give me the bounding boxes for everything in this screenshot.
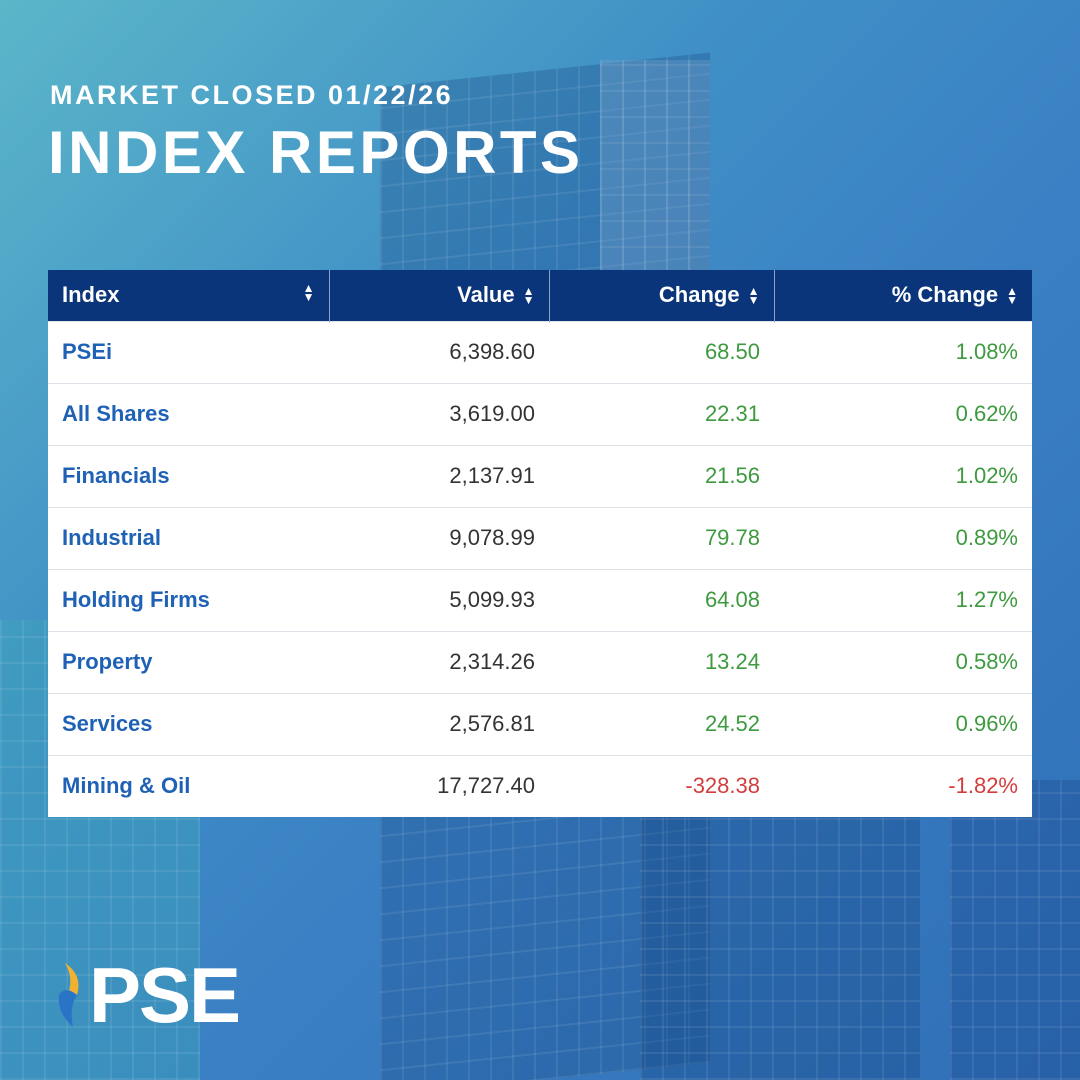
sort-icon[interactable]: ▲ ▼	[1006, 284, 1018, 308]
column-label: Change	[658, 282, 740, 308]
column-header-change[interactable]: Change ▲ ▼	[548, 270, 774, 321]
column-header-value[interactable]: Value ▲ ▼	[328, 270, 549, 321]
change-cell: 68.50	[549, 320, 774, 383]
pct-cell: 1.08%	[774, 320, 1032, 383]
index-name-link[interactable]: Property	[48, 630, 329, 693]
pct-cell: 0.62%	[774, 382, 1032, 445]
index-name-link[interactable]: Industrial	[48, 506, 329, 569]
market-status: MARKET CLOSED 01/22/26	[50, 80, 454, 110]
table-row: Financials 2,137.91 21.56 1.02%	[48, 444, 1032, 507]
column-header-index[interactable]: Index ▲ ▼	[48, 270, 329, 321]
value-cell: 5,099.93	[329, 568, 549, 631]
pct-cell: 0.89%	[774, 506, 1032, 569]
sort-icon[interactable]: ▲ ▼	[522, 284, 535, 308]
pse-logo: PSE	[55, 950, 241, 1041]
index-name-link[interactable]: Mining & Oil	[48, 754, 329, 817]
column-label: Index	[62, 282, 120, 308]
pse-logo-text: PSE	[89, 951, 241, 1039]
pct-cell: 0.96%	[774, 692, 1032, 755]
sort-icon[interactable]: ▲ ▼	[747, 284, 760, 308]
pct-cell: 1.02%	[774, 444, 1032, 507]
change-cell: 13.24	[549, 630, 774, 693]
change-cell: 21.56	[549, 444, 774, 507]
pct-cell: 0.58%	[774, 630, 1032, 693]
change-cell: 24.52	[549, 692, 774, 755]
value-cell: 3,619.00	[329, 382, 549, 445]
pct-cell: -1.82%	[774, 754, 1032, 817]
index-table: Index ▲ ▼ Value ▲ ▼ Change ▲ ▼ % Change ▲ ▼ PSEi 6,3…	[48, 270, 1032, 817]
value-cell: 6,398.60	[329, 320, 549, 383]
value-cell: 2,576.81	[329, 692, 549, 755]
value-cell: 2,137.91	[329, 444, 549, 507]
page-title: INDEX REPORTS	[48, 119, 584, 186]
change-cell: 79.78	[549, 506, 774, 569]
index-name-link[interactable]: All Shares	[48, 382, 329, 445]
value-cell: 17,727.40	[329, 754, 549, 817]
value-cell: 9,078.99	[329, 506, 549, 569]
index-name-link[interactable]: Services	[48, 692, 329, 755]
table-row: PSEi 6,398.60 68.50 1.08%	[48, 320, 1032, 383]
value-cell: 2,314.26	[329, 630, 549, 693]
table-row: Mining & Oil 17,727.40 -328.38 -1.82%	[48, 754, 1032, 817]
index-name-link[interactable]: Holding Firms	[48, 568, 329, 631]
index-name-link[interactable]: PSEi	[48, 320, 329, 383]
index-name-link[interactable]: Financials	[48, 444, 329, 507]
pct-cell: 1.27%	[774, 568, 1032, 631]
change-cell: 64.08	[549, 568, 774, 631]
change-cell: -328.38	[549, 754, 774, 817]
change-cell: 22.31	[549, 382, 774, 445]
column-label: Value	[457, 282, 515, 308]
table-row: All Shares 3,619.00 22.31 0.62%	[48, 382, 1032, 445]
table-row: Holding Firms 5,099.93 64.08 1.27%	[48, 568, 1032, 631]
column-label: % Change	[891, 282, 999, 308]
column-header-pct[interactable]: % Change ▲ ▼	[773, 270, 1032, 321]
table-row: Property 2,314.26 13.24 0.58%	[48, 630, 1032, 693]
pse-logo-mark-icon	[58, 962, 79, 1027]
sort-icon[interactable]: ▲ ▼	[302, 281, 315, 305]
table-row: Industrial 9,078.99 79.78 0.89%	[48, 506, 1032, 569]
table-row: Services 2,576.81 24.52 0.96%	[48, 692, 1032, 755]
